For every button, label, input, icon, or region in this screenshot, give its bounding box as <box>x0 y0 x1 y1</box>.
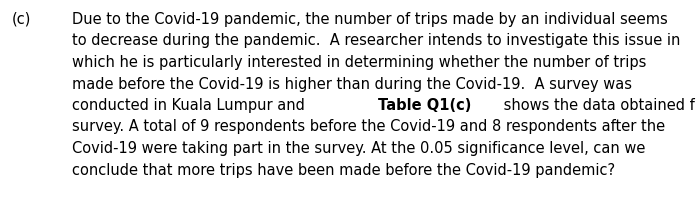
Text: which he is particularly interested in determining whether the number of trips: which he is particularly interested in d… <box>72 55 647 70</box>
Text: made before the Covid-19 is higher than during the Covid-19.  A survey was: made before the Covid-19 is higher than … <box>72 76 632 91</box>
Text: conducted in Kuala Lumpur and: conducted in Kuala Lumpur and <box>72 98 310 113</box>
Text: conclude that more trips have been made before the Covid-19 pandemic?: conclude that more trips have been made … <box>72 163 615 178</box>
Text: to decrease during the pandemic.  A researcher intends to investigate this issue: to decrease during the pandemic. A resea… <box>72 34 681 48</box>
Text: survey. A total of 9 respondents before the Covid-19 and 8 respondents after the: survey. A total of 9 respondents before … <box>72 119 665 135</box>
Text: shows the data obtained from the: shows the data obtained from the <box>499 98 696 113</box>
Text: Due to the Covid-19 pandemic, the number of trips made by an individual seems: Due to the Covid-19 pandemic, the number… <box>72 12 667 27</box>
Text: (c): (c) <box>12 12 31 27</box>
Text: Table Q1(c): Table Q1(c) <box>379 98 472 113</box>
Text: Covid-19 were taking part in the survey. At the 0.05 significance level, can we: Covid-19 were taking part in the survey.… <box>72 141 645 156</box>
